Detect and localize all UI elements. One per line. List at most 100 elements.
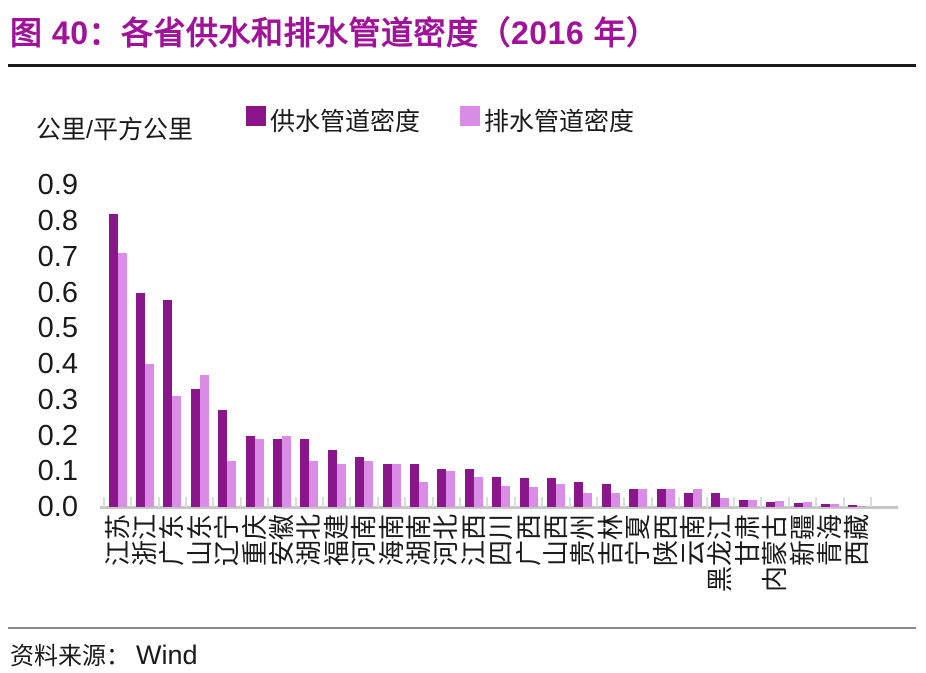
- axis-tick: [678, 497, 681, 507]
- y-axis-tick-label: 0.1: [37, 455, 78, 488]
- x-axis-category-label: 新疆: [787, 514, 818, 567]
- supply-bar: [848, 505, 858, 507]
- axis-tick: [870, 497, 872, 507]
- x-axis-category-label: 湖北: [294, 514, 325, 567]
- x-axis-line: [100, 506, 898, 509]
- x-axis-category-label: 山西: [540, 514, 571, 567]
- drain-bar: [446, 471, 456, 507]
- supply-bar: [464, 469, 474, 507]
- y-axis-tick-label: 0.5: [37, 312, 78, 345]
- supply-bar: [766, 501, 776, 507]
- x-axis-category-label: 湖南: [403, 514, 434, 567]
- x-axis-category-label: 甘肃: [732, 514, 763, 567]
- source-value: Wind: [136, 640, 198, 670]
- x-axis-category-label: 吉林: [595, 514, 626, 567]
- drain-bar: [720, 498, 730, 507]
- drain-series-label: 排水管道密度: [484, 108, 635, 136]
- axis-tick: [650, 497, 653, 507]
- axis-tick: [322, 497, 324, 507]
- source-line: 资料来源： Wind: [10, 636, 198, 671]
- supply-bar: [656, 489, 666, 507]
- axis-tick: [623, 497, 626, 507]
- y-axis-unit-label: 公里/平方公里: [36, 116, 193, 144]
- drain-bar: [172, 396, 182, 507]
- drain-bar: [117, 253, 127, 507]
- x-axis-category-label: 安徽: [266, 514, 297, 567]
- axis-tick: [212, 497, 215, 507]
- drain-bar: [829, 503, 839, 507]
- axis-tick: [294, 497, 297, 507]
- supply-bar: [382, 464, 392, 507]
- axis-tick: [185, 497, 187, 507]
- x-axis-category-label: 海南: [376, 514, 407, 567]
- drain-bar: [555, 483, 565, 507]
- y-axis-tick-label: 0.3: [37, 383, 78, 416]
- axis-tick: [513, 497, 516, 507]
- drain-bar: [364, 460, 374, 507]
- drain-bar: [528, 487, 538, 507]
- drain-bar: [309, 460, 319, 507]
- supply-bar: [272, 439, 282, 507]
- supply-series-swatch: [246, 106, 266, 126]
- drain-series-swatch: [460, 106, 481, 126]
- supply-bar: [629, 489, 639, 507]
- source-label: 资料来源：: [10, 644, 130, 670]
- axis-tick: [705, 497, 708, 507]
- supply-bar: [327, 449, 337, 507]
- axis-tick: [842, 497, 845, 507]
- figure-title: 图 40：各省供水和排水管道密度（2016 年）: [10, 15, 659, 51]
- drain-bar: [638, 489, 648, 507]
- drain-bar: [610, 492, 620, 507]
- supply-bar: [492, 476, 502, 507]
- axis-tick: [102, 497, 105, 507]
- x-axis-category-label: 宁夏: [623, 514, 654, 567]
- y-axis-tick-label: 0.2: [37, 419, 78, 452]
- drain-bar: [501, 485, 511, 507]
- x-axis-category-label: 贵州: [568, 514, 599, 567]
- supply-bar: [190, 389, 200, 507]
- axis-tick: [404, 497, 407, 507]
- y-axis-tick-label: 0.4: [37, 348, 78, 380]
- y-axis-tick-label: 0.0: [37, 491, 78, 523]
- drain-bar: [391, 464, 401, 507]
- x-axis-category-label: 黑龙江: [705, 514, 736, 593]
- axis-tick: [267, 497, 270, 507]
- supply-bar: [738, 499, 748, 507]
- x-axis-category-label: 江苏: [102, 514, 133, 567]
- axis-tick: [787, 497, 790, 507]
- x-axis-category-label: 广西: [513, 514, 544, 567]
- supply-bar: [437, 469, 447, 507]
- supply-bar: [218, 410, 228, 507]
- axis-tick: [157, 497, 160, 507]
- drain-bar: [144, 364, 154, 507]
- y-axis-tick-label: 0.7: [37, 240, 78, 273]
- supply-bar: [409, 464, 419, 507]
- x-axis-category-label: 广东: [157, 514, 188, 567]
- x-axis-category-label: 陕西: [650, 514, 681, 567]
- supply-bar: [683, 492, 693, 507]
- x-axis-category-label: 福建: [321, 514, 352, 567]
- chart-legend: 供水管道密度 排水管道密度: [246, 102, 634, 138]
- x-axis-category-label: 浙江: [129, 514, 160, 567]
- drain-bar: [692, 489, 702, 507]
- supply-bar: [601, 483, 611, 507]
- axis-tick: [431, 497, 434, 507]
- supply-bar: [245, 435, 255, 507]
- axis-tick: [596, 497, 598, 507]
- drain-bar: [473, 476, 483, 507]
- drain-bar: [747, 499, 757, 507]
- y-axis-tick-label: 0.9: [37, 169, 78, 202]
- supply-bar: [519, 478, 529, 507]
- supply-bar: [820, 504, 830, 507]
- title-divider: [8, 64, 916, 67]
- drain-bar: [857, 505, 867, 507]
- drain-bar: [418, 481, 428, 507]
- supply-bar: [108, 213, 118, 507]
- drain-bar: [336, 464, 346, 507]
- supply-bar: [300, 439, 310, 507]
- x-axis-category-label: 内蒙古: [760, 514, 791, 593]
- axis-tick: [239, 497, 242, 507]
- supply-bar: [574, 481, 584, 507]
- supply-series-label: 供水管道密度: [270, 108, 421, 136]
